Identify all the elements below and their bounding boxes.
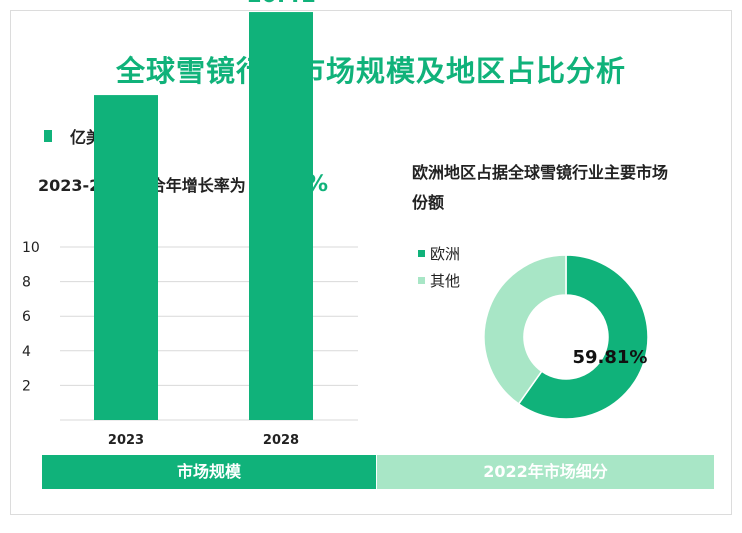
x-tick-label: 2023: [108, 433, 144, 448]
pie-legend-label-europe: 欧洲: [430, 245, 461, 263]
pie-slice: [483, 254, 567, 405]
pie-slice: [517, 254, 649, 420]
bar-data-label: 10.41: [246, 0, 316, 8]
y-tick-label: 8: [22, 275, 31, 291]
pie-legend-europe: 欧洲: [418, 243, 460, 264]
pie-legend-swatch-other: [418, 277, 425, 284]
y-tick-label: 2: [22, 378, 31, 394]
bar: [94, 95, 158, 420]
y-tick-label: 10: [22, 240, 40, 256]
chart-frame: [10, 10, 732, 515]
unit-legend-swatch: [44, 130, 52, 142]
bar: [249, 12, 313, 421]
pie-legend-other: 其他: [418, 270, 460, 291]
pie-legend-label-other: 其他: [430, 272, 461, 290]
page-title: 全球雪镜行业市场规模及地区占比分析: [115, 54, 626, 88]
pie-legend-swatch-europe: [418, 250, 425, 257]
pie-chart-title: 欧洲地区占据全球雪镜行业主要市场份额: [412, 163, 669, 212]
pie-data-label: 59.81%: [573, 347, 648, 368]
x-tick-label: 2028: [263, 433, 299, 448]
y-tick-label: 4: [22, 344, 31, 360]
y-tick-label: 6: [22, 309, 31, 325]
footer-market-segment: 2022年市场细分: [377, 455, 714, 489]
footer-market-size: 市场规模: [42, 455, 376, 489]
